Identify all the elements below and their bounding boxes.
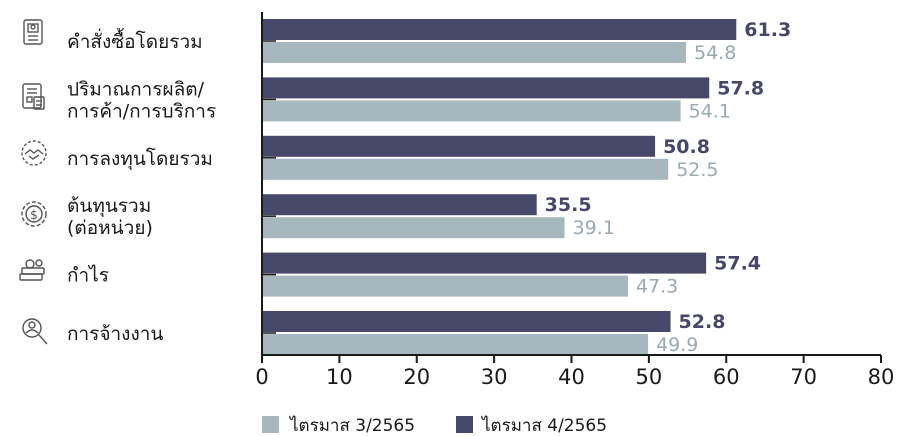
dollar-gear-icon: $ (21, 201, 47, 227)
category-label-0: คำสั่งซื้อโดยรวม (67, 28, 203, 53)
bars (262, 19, 737, 355)
people-search-icon (22, 318, 48, 345)
bar-q3-2 (262, 158, 669, 180)
legend-swatch-0 (262, 416, 279, 433)
value-label-q3-1: 54.1 (689, 100, 731, 122)
category-icons: $ (19, 19, 48, 345)
legend-label-0: ไตรมาส 3/2565 (288, 415, 415, 436)
bar-q4-1 (262, 77, 710, 99)
value-labels: 61.3 54.8 57.854.1 50.852.5 35.539.1 57.4 47.3… (545, 19, 792, 356)
bar-q4-2 (262, 135, 656, 157)
money-stack-icon (19, 259, 45, 281)
x-tick-label-1: 10 (326, 365, 353, 389)
category-labels: คำสั่งซื้อโดยรวมปริมาณการผลิต/การค้า/การ… (67, 28, 216, 345)
x-tick-label-0: 0 (255, 365, 268, 389)
bar-q3-3 (262, 217, 565, 239)
value-label-q3-5: 49.9 (656, 334, 698, 356)
x-tick-label-2: 20 (403, 365, 430, 389)
category-label-1: ปริมาณการผลิต/การค้า/การบริการ (67, 78, 216, 122)
value-label-q4-2: 50.8 (663, 136, 710, 158)
value-label-q3-2: 52.5 (676, 159, 718, 181)
bar-q4-4 (262, 252, 707, 274)
handshake-icon (21, 140, 47, 166)
value-label-q4-4: 57.4 (714, 253, 761, 275)
legend-swatch-1 (456, 416, 473, 433)
bar-q4-5 (262, 311, 671, 332)
category-label-4: กำไร (67, 265, 109, 287)
value-label-q4-3: 35.5 (545, 194, 592, 216)
svg-text:$: $ (30, 208, 38, 222)
x-tick-label-8: 80 (868, 365, 895, 389)
value-label-q3-3: 39.1 (573, 217, 615, 239)
category-label-3: ต้นทุนรวม(ต่อหน่วย) (67, 195, 153, 239)
bar-q4-0 (262, 19, 737, 40)
legend: ไตรมาส 3/2565 ไตรมาส 4/2565 (262, 415, 607, 436)
value-label-q4-1: 57.8 (717, 77, 764, 99)
bar-q3-0 (262, 42, 687, 63)
report-icon (22, 83, 45, 110)
x-axis: 0 10 20 30 40 50 60 70 80 (255, 12, 894, 389)
category-label-2: การลงทุนโดยรวม (67, 147, 213, 171)
x-tick-label-6: 60 (713, 365, 740, 389)
value-label-q4-5: 52.8 (679, 311, 726, 333)
value-label-q4-0: 61.3 (744, 19, 791, 41)
value-label-q3-0: 54.8 (694, 42, 736, 64)
bar-q3-1 (262, 100, 681, 122)
x-tick-label-4: 40 (558, 365, 585, 389)
x-tick-label-7: 70 (790, 365, 817, 389)
x-tick-label-3: 30 (481, 365, 508, 389)
bar-q3-5 (262, 334, 649, 355)
category-label-5: การจ้างงาน (67, 323, 163, 345)
value-label-q3-4: 47.3 (636, 276, 678, 298)
x-tick-label-5: 50 (636, 365, 663, 389)
document-icon (23, 19, 43, 45)
bar-q4-3 (262, 194, 537, 216)
legend-label-1: ไตรมาส 4/2565 (480, 415, 607, 436)
bar-q3-4 (262, 275, 628, 297)
